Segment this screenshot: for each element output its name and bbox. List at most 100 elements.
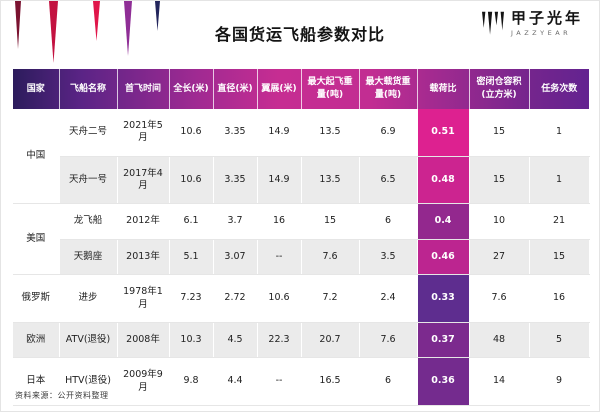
country-cell: 日本 (13, 357, 60, 406)
wingspan-cell: -- (257, 357, 302, 406)
volume-cell: 27 (469, 239, 530, 276)
diameter-cell: 3.35 (213, 109, 258, 157)
first-flight-cell: 2009年9月 (117, 357, 170, 406)
length-cell: 6.1 (169, 203, 214, 240)
diameter-cell: 3.07 (213, 239, 258, 276)
max-cargo-cell: 2.4 (359, 274, 418, 323)
max-takeoff-cell: 20.7 (301, 322, 360, 359)
first-flight-cell: 2017年4月 (117, 156, 170, 205)
table-row: 天鹅座 2013年 5.1 3.07 -- 7.6 3.5 0.46 27 15 (13, 239, 590, 276)
wingspan-cell: 14.9 (257, 109, 302, 157)
spacecraft-name-cell: 龙飞船 (59, 203, 118, 240)
spacecraft-name-cell: ATV(退役) (59, 322, 118, 359)
logo-name-en: JAZZYEAR (510, 28, 572, 37)
length-cell: 7.23 (169, 274, 214, 323)
diameter-cell: 3.7 (213, 203, 258, 240)
country-cell: 欧洲 (13, 322, 60, 359)
payload-ratio-cell: 0.48 (417, 156, 470, 205)
wingspan-cell: 14.9 (257, 156, 302, 205)
col-header-diameter: 直径(米) (213, 69, 258, 110)
volume-cell: 7.6 (469, 274, 530, 323)
volume-cell: 15 (469, 109, 530, 157)
page-title: 各国货运飞船参数对比 (214, 25, 385, 44)
spacecraft-comparison-table: 国家 飞船名称 首飞时间 全长(米) 直径(米) 翼展(米) 最大起飞重量(吨)… (13, 69, 590, 406)
spacecraft-name-cell: HTV(退役) (59, 357, 118, 406)
col-header-length: 全长(米) (169, 69, 214, 110)
volume-cell: 15 (469, 156, 530, 205)
max-cargo-cell: 6.5 (359, 156, 418, 205)
logo-text: 甲子光年 JAZZYEAR (511, 10, 583, 37)
col-header-name: 飞船名称 (59, 69, 118, 110)
length-cell: 10.6 (169, 109, 214, 157)
table-row: 日本 HTV(退役) 2009年9月 9.8 4.4 -- 16.5 6 0.3… (13, 357, 590, 406)
max-cargo-cell: 6 (359, 203, 418, 240)
length-cell: 5.1 (169, 239, 214, 276)
missions-cell: 5 (529, 322, 590, 359)
table-row: 俄罗斯 进步 1978年1月 7.23 2.72 10.6 7.2 2.4 0.… (13, 274, 590, 323)
payload-ratio-cell: 0.37 (417, 322, 470, 359)
missions-cell: 1 (529, 156, 590, 205)
col-header-max-cargo: 最大载货重量(吨) (359, 69, 418, 110)
table-header: 国家 飞船名称 首飞时间 全长(米) 直径(米) 翼展(米) 最大起飞重量(吨)… (13, 69, 589, 110)
length-cell: 9.8 (169, 357, 214, 406)
max-takeoff-cell: 7.6 (301, 239, 360, 276)
table-row: 美国 龙飞船 2012年 6.1 3.7 16 15 6 0.4 10 21 (13, 203, 590, 276)
missions-cell: 21 (529, 203, 590, 240)
logo-name-cn: 甲子光年 (510, 9, 583, 27)
wingspan-cell: 22.3 (257, 322, 302, 359)
wingspan-cell: -- (257, 239, 302, 276)
first-flight-cell: 2012年 (117, 203, 170, 240)
length-cell: 10.6 (169, 156, 214, 205)
jazzyear-logo: 甲子光年 JAZZYEAR (481, 10, 583, 38)
missions-cell: 15 (529, 239, 590, 276)
missions-cell: 9 (529, 357, 590, 406)
payload-ratio-cell: 0.33 (417, 274, 470, 323)
volume-cell: 10 (469, 203, 530, 240)
header-row: 国家 飞船名称 首飞时间 全长(米) 直径(米) 翼展(米) 最大起飞重量(吨)… (13, 69, 589, 110)
country-cell: 中国 (13, 109, 60, 205)
first-flight-cell: 1978年1月 (117, 274, 170, 323)
spacecraft-name-cell: 天舟二号 (59, 109, 118, 157)
col-header-wingspan: 翼展(米) (257, 69, 302, 110)
max-takeoff-cell: 15 (301, 203, 360, 240)
max-cargo-cell: 6 (359, 357, 418, 406)
max-cargo-cell: 7.6 (359, 322, 418, 359)
max-takeoff-cell: 13.5 (301, 109, 360, 157)
col-header-missions: 任务次数 (541, 83, 578, 94)
table-body: 中国 天舟二号 2021年5月 10.6 3.35 14.9 13.5 6.9 … (13, 109, 590, 406)
brush-logo-icon (481, 11, 504, 35)
table-row: 中国 天舟二号 2021年5月 10.6 3.35 14.9 13.5 6.9 … (13, 109, 590, 205)
diameter-cell: 3.35 (213, 156, 258, 205)
spacecraft-name-cell: 天舟一号 (59, 156, 118, 205)
diameter-cell: 4.4 (213, 357, 258, 406)
volume-cell: 48 (469, 322, 530, 359)
col-header-volume: 密闭仓容积(立方米) (469, 69, 530, 110)
table-row: 欧洲 ATV(退役) 2008年 10.3 4.5 22.3 20.7 7.6 … (13, 322, 590, 359)
max-takeoff-cell: 7.2 (301, 274, 360, 323)
col-header-country: 国家 (13, 69, 60, 110)
col-header-payload-ratio: 载荷比 (417, 69, 470, 110)
length-cell: 10.3 (169, 322, 214, 359)
wingspan-cell: 10.6 (257, 274, 302, 323)
max-takeoff-cell: 13.5 (301, 156, 360, 205)
max-cargo-cell: 3.5 (359, 239, 418, 276)
col-header-max-takeoff: 最大起飞重量(吨) (301, 69, 360, 110)
wingspan-cell: 16 (257, 203, 302, 240)
payload-ratio-cell: 0.46 (417, 239, 470, 276)
diameter-cell: 2.72 (213, 274, 258, 323)
col-header-first-flight: 首飞时间 (117, 69, 170, 110)
spacecraft-name-cell: 天鹅座 (59, 239, 118, 276)
max-takeoff-cell: 16.5 (301, 357, 360, 406)
payload-ratio-cell: 0.51 (417, 109, 470, 157)
first-flight-cell: 2008年 (117, 322, 170, 359)
first-flight-cell: 2013年 (117, 239, 170, 276)
max-cargo-cell: 6.9 (359, 109, 418, 157)
spacecraft-name-cell: 进步 (59, 274, 118, 323)
source-note: 资料来源：公开资料整理 (15, 391, 109, 400)
table-row: 天舟一号 2017年4月 10.6 3.35 14.9 13.5 6.5 0.4… (13, 156, 590, 205)
payload-ratio-cell: 0.4 (417, 203, 470, 240)
first-flight-cell: 2021年5月 (117, 109, 170, 157)
missions-cell: 1 (529, 109, 590, 157)
country-cell: 美国 (13, 203, 60, 276)
